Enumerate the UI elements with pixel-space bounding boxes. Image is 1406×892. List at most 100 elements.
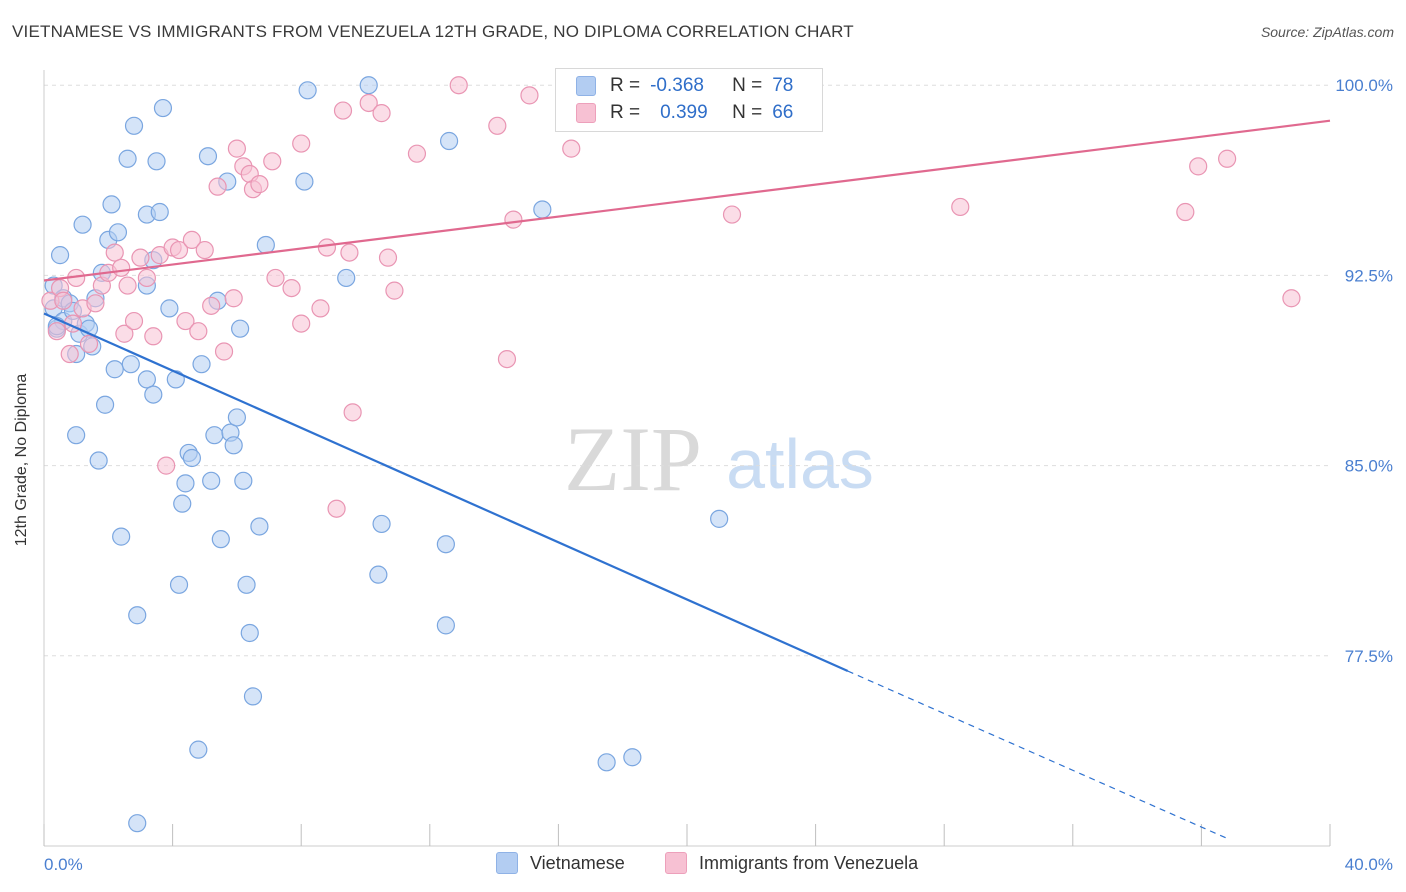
source-label: Source: ZipAtlas.com [1260, 24, 1394, 40]
venezuela-point [202, 296, 221, 315]
vietnamese-point [211, 530, 230, 549]
vietnamese-point [176, 474, 195, 493]
legend-label: Immigrants from Venezuela [699, 852, 919, 873]
venezuela-point [263, 152, 282, 171]
vietnamese-point [166, 370, 185, 389]
venezuela-point [224, 289, 243, 308]
venezuela-point [144, 327, 163, 346]
vietnamese-point [124, 116, 144, 135]
venezuela-point [1176, 202, 1195, 222]
venezuela-legend-swatch [665, 852, 687, 874]
venezuela-point [79, 334, 99, 353]
venezuela-point [722, 205, 742, 224]
vietnamese-point [173, 494, 192, 513]
vietnamese-point [147, 152, 166, 171]
venezuela-point [520, 86, 539, 105]
venezuela-point [176, 311, 195, 331]
venezuela-point [54, 291, 73, 310]
legend-label: Vietnamese [530, 852, 625, 873]
n-label: N = [732, 102, 763, 123]
venezuela-point [951, 197, 970, 217]
watermark-zip: ZIP [564, 408, 702, 510]
vietnamese-point [623, 748, 642, 767]
venezuela-point [1189, 157, 1208, 176]
vietnamese-point [192, 355, 211, 374]
vietnamese-point [121, 355, 140, 374]
venezuela-point [118, 276, 137, 295]
venezuela-point [227, 139, 246, 158]
venezuela-point [112, 258, 131, 277]
venezuela-point [317, 238, 337, 257]
vietnamese-legend-swatch [496, 852, 518, 874]
r-label: R = [610, 102, 641, 123]
vietnamese-point [128, 814, 147, 833]
venezuela-point [1218, 149, 1237, 168]
vietnamese-point [359, 76, 378, 95]
vietnamese-point [298, 81, 317, 100]
stats-legend-row-venezuela: R = 0.399 N = 66 [576, 101, 793, 125]
vietnamese-point [67, 426, 86, 445]
venezuela-point [131, 248, 150, 267]
vietnamese-point [118, 149, 137, 168]
vietnamese-point [439, 131, 459, 151]
y-tick-label: 85.0% [1345, 457, 1393, 476]
venezuela-point [208, 177, 227, 196]
venezuela-point [359, 93, 378, 113]
r-value: -0.368 [650, 75, 704, 96]
vietnamese-point [202, 471, 221, 490]
venezuela-point [340, 243, 359, 262]
venezuela-point [292, 134, 311, 153]
vietnamese-point [160, 299, 179, 318]
n-label: N = [732, 75, 763, 96]
venezuela-point [189, 322, 208, 341]
venezuela-point [214, 342, 234, 361]
chart-title: VIETNAMESE VS IMMIGRANTS FROM VENEZUELA … [12, 22, 854, 41]
vietnamese-trend-extension [847, 670, 1228, 839]
venezuela-point [105, 243, 124, 262]
vietnamese-point [108, 223, 128, 242]
venezuela-point [124, 311, 144, 331]
vietnamese-point [224, 436, 243, 455]
vietnamese-point [231, 319, 250, 338]
n-value: 66 [772, 102, 794, 123]
vietnamese-point [369, 565, 388, 584]
vietnamese-point [597, 753, 616, 772]
n-value: 78 [772, 75, 794, 96]
vietnamese-point [137, 370, 156, 389]
vietnamese-point [169, 575, 189, 594]
vietnamese-point [95, 395, 115, 414]
venezuela-trend-line [43, 119, 1331, 282]
venezuela-point [343, 403, 362, 422]
vietnamese-point [227, 408, 246, 427]
vietnamese-point [295, 172, 314, 191]
vietnamese-point [182, 448, 201, 468]
vietnamese-point [105, 360, 124, 379]
venezuela-point [157, 456, 176, 475]
venezuela-point [497, 349, 517, 369]
venezuela-point [327, 499, 346, 518]
venezuela-point [385, 281, 404, 300]
venezuela-point [169, 240, 189, 260]
vietnamese-point [128, 606, 147, 625]
vietnamese-point [372, 514, 391, 534]
vietnamese-point [436, 616, 455, 635]
venezuela-point [250, 175, 269, 194]
venezuela-point [115, 324, 134, 343]
vietnamese-point [198, 147, 218, 166]
vietnamese-point [240, 623, 259, 643]
vietnamese-point [710, 509, 729, 528]
venezuela-point [60, 344, 79, 364]
vietnamese-point [205, 426, 224, 445]
venezuela-point [137, 268, 156, 288]
y-tick-label: 77.5% [1345, 647, 1393, 666]
vietnamese-point [73, 215, 92, 234]
vietnamese-point [250, 517, 269, 536]
venezuela-point [1282, 289, 1301, 308]
watermark-atlas: atlas [726, 425, 874, 503]
vietnamese-point [243, 687, 263, 706]
stats-legend-row-vietnamese: R = -0.368 N = 78 [576, 74, 793, 98]
venezuela-point [407, 144, 427, 163]
vietnamese-point [144, 385, 163, 404]
vietnamese-point [533, 200, 552, 219]
vietnamese-trend-line [43, 312, 849, 673]
